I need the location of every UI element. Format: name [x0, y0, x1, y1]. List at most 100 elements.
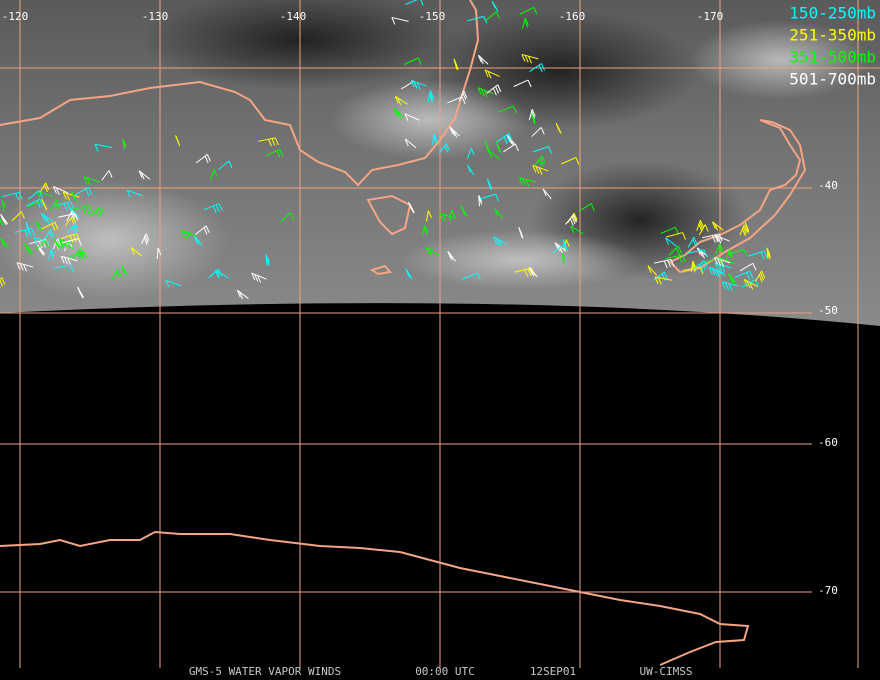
- wind-barb: [647, 265, 658, 276]
- barb-shaft: [195, 153, 208, 164]
- barb-shaft: [714, 234, 730, 242]
- barb-flag: [727, 273, 732, 281]
- barb-shaft: [647, 265, 658, 276]
- barb-flag: [524, 19, 529, 28]
- barb-flag: [165, 279, 170, 288]
- barb-flag: [531, 109, 536, 117]
- barb-shaft: [72, 204, 90, 211]
- barb-shaft: [53, 264, 71, 269]
- barb-shaft: [40, 221, 56, 230]
- wind-barb: [578, 203, 595, 212]
- barb-flag: [721, 264, 726, 273]
- barb-flag: [406, 270, 411, 279]
- barb-flag: [548, 146, 553, 154]
- wind-barb: [83, 176, 100, 185]
- barb-flag: [492, 87, 497, 96]
- barb-flag: [83, 251, 88, 259]
- barb-flag: [497, 145, 502, 153]
- barb-flag: [462, 92, 467, 101]
- barb-shaft: [467, 15, 484, 22]
- barb-flag: [508, 136, 513, 145]
- barb-flag: [451, 209, 456, 218]
- wind-barb: [478, 195, 483, 207]
- wind-barb: [258, 137, 279, 147]
- barb-flag: [699, 222, 704, 230]
- barb-shaft: [496, 133, 510, 143]
- barb-flag: [186, 232, 191, 240]
- barb-shaft: [722, 281, 739, 287]
- barb-flag: [274, 137, 279, 146]
- barb-flag: [50, 249, 55, 257]
- barb-flag: [0, 213, 5, 222]
- barb-flag: [484, 69, 489, 78]
- barb-flag: [713, 269, 718, 277]
- barb-flag: [742, 228, 746, 237]
- barb-flag: [761, 270, 766, 279]
- barb-flag: [417, 57, 422, 66]
- barb-flag: [703, 249, 708, 258]
- barb-shaft: [425, 210, 429, 222]
- barb-flag: [477, 87, 482, 95]
- barb-flag: [463, 90, 468, 99]
- barb-shaft: [404, 0, 418, 5]
- barb-flag: [760, 251, 765, 260]
- barb-shaft: [564, 214, 575, 225]
- wind-barb: [532, 164, 549, 175]
- wind-barb: [699, 224, 709, 236]
- wind-barb: [25, 222, 30, 234]
- barb-shaft: [67, 222, 76, 234]
- barb-shaft: [49, 200, 57, 211]
- barb-shaft: [69, 207, 80, 218]
- wind-barb: [195, 153, 211, 164]
- wind-barb: [67, 222, 79, 235]
- barb-shaft: [74, 187, 89, 196]
- barb-flag: [397, 97, 402, 106]
- barb-flag: [18, 192, 23, 200]
- barb-shaft: [521, 53, 539, 60]
- barb-flag: [675, 247, 680, 256]
- wind-barb: [280, 212, 295, 223]
- barb-flag: [714, 234, 719, 243]
- barb-flag: [478, 195, 483, 203]
- wind-barb: [25, 198, 44, 208]
- barb-flag: [497, 84, 502, 92]
- barb-shaft: [393, 107, 404, 118]
- barb-flag: [236, 290, 241, 298]
- wind-barb: [564, 214, 578, 226]
- barb-flag: [749, 271, 754, 279]
- barb-shaft: [35, 240, 47, 250]
- wind-barb: [24, 243, 33, 255]
- barb-flag: [721, 281, 726, 290]
- wind-barb: [195, 225, 210, 235]
- legend-entry: 351-500mb: [789, 48, 876, 67]
- barb-shaft: [478, 195, 480, 207]
- wind-barb: [447, 250, 456, 262]
- barb-flag: [541, 63, 546, 71]
- barb-flag: [677, 245, 682, 254]
- barb-shaft: [748, 250, 765, 257]
- barb-flag: [535, 166, 540, 174]
- wind-barb: [462, 272, 481, 281]
- barb-shaft: [94, 143, 113, 149]
- barb-shaft: [519, 6, 535, 15]
- barb-flag: [391, 17, 396, 25]
- wind-barb: [665, 254, 686, 263]
- barb-flag: [19, 263, 24, 271]
- barb-shaft: [60, 233, 77, 240]
- wind-barb: [712, 221, 724, 231]
- barb-shaft: [488, 150, 501, 160]
- barb-flag: [488, 182, 493, 191]
- barb-shaft: [193, 235, 203, 246]
- wind-barb: [486, 178, 493, 191]
- wind-barb: [0, 237, 10, 249]
- wind-barb: [426, 247, 440, 257]
- wind-barb: [16, 262, 34, 272]
- barb-shaft: [52, 238, 59, 250]
- barb-flag: [73, 224, 78, 233]
- barb-flag: [74, 213, 79, 221]
- barb-flag: [60, 255, 65, 264]
- wind-barb: [739, 224, 748, 237]
- latitude-label: -70: [818, 584, 838, 597]
- wind-barb: [130, 247, 143, 257]
- wind-barb: [94, 143, 113, 152]
